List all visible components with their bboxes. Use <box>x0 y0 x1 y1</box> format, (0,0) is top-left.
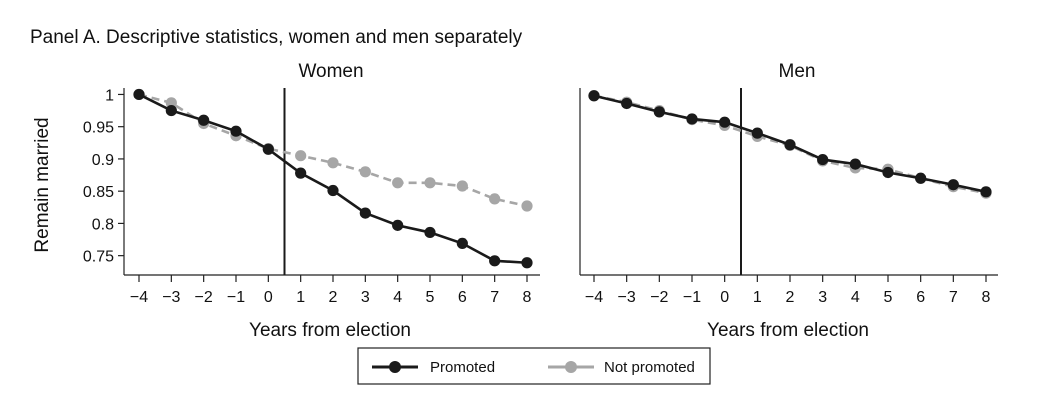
x-tick-label-women-1: −3 <box>162 289 180 306</box>
point-women-not-promoted-12 <box>521 200 533 212</box>
y-tick-label-women-4: 0.8 <box>92 216 114 233</box>
chart-title-men: Men <box>779 61 816 82</box>
point-men-promoted-4 <box>719 116 731 128</box>
point-women-promoted-6 <box>327 184 339 197</box>
legend-swatch-promoted-marker <box>389 361 401 373</box>
x-tick-label-men-9: 5 <box>884 289 893 306</box>
y-tick-label-women-5: 0.75 <box>83 249 114 266</box>
x-tick-label-men-5: 1 <box>753 289 762 306</box>
point-men-promoted-9 <box>882 166 894 179</box>
legend: Promoted Not promoted <box>357 347 711 385</box>
point-men-promoted-2 <box>653 106 665 118</box>
y-tick-label-women-3: 0.85 <box>83 184 114 201</box>
point-women-promoted-7 <box>359 207 371 219</box>
legend-label-promoted: Promoted <box>430 359 495 376</box>
x-tick-label-women-9: 5 <box>426 289 435 306</box>
point-women-promoted-12 <box>521 257 533 269</box>
y-tick-label-women-1: 0.95 <box>83 120 114 137</box>
y-tick-label-women-2: 0.9 <box>92 152 114 169</box>
x-tick-label-women-6: 2 <box>329 289 338 306</box>
legend-swatch-not-promoted-marker <box>565 361 577 373</box>
point-women-not-promoted-10 <box>456 180 468 192</box>
point-women-promoted-10 <box>456 237 468 250</box>
x-axis-label-women: Years from election <box>249 320 411 341</box>
point-men-promoted-8 <box>849 158 861 170</box>
point-women-promoted-9 <box>424 226 436 239</box>
point-men-promoted-10 <box>915 172 927 184</box>
x-tick-label-men-4: 0 <box>720 289 729 306</box>
point-women-promoted-11 <box>489 255 501 267</box>
x-tick-label-men-11: 7 <box>949 289 958 306</box>
chart-title-women: Women <box>298 61 363 82</box>
x-tick-label-women-8: 4 <box>393 289 402 306</box>
point-women-promoted-3 <box>230 125 242 137</box>
x-tick-label-women-11: 7 <box>490 289 499 306</box>
chart-men: Men Years from election −4 −3 −2 −1 0 1 2 3 4 5 6 7… <box>579 61 998 341</box>
point-women-not-promoted-9 <box>424 177 436 189</box>
point-women-promoted-1 <box>165 104 177 117</box>
x-tick-label-men-1: −3 <box>618 289 636 306</box>
point-men-promoted-7 <box>817 153 829 166</box>
x-tick-label-men-10: 6 <box>916 289 925 306</box>
x-tick-label-men-6: 2 <box>786 289 795 306</box>
point-women-not-promoted-6 <box>327 157 339 169</box>
x-tick-label-women-3: −1 <box>227 289 245 306</box>
y-tick-label-women-0: 1 <box>105 87 114 104</box>
point-women-promoted-5 <box>295 167 307 179</box>
point-men-promoted-6 <box>784 139 796 151</box>
point-men-promoted-11 <box>947 179 959 191</box>
point-women-not-promoted-7 <box>359 166 371 178</box>
x-tick-label-women-10: 6 <box>458 289 467 306</box>
point-men-promoted-5 <box>751 127 763 139</box>
x-tick-label-men-2: −2 <box>650 289 668 306</box>
point-women-promoted-2 <box>198 114 210 126</box>
legend-item-promoted: Promoted <box>372 359 495 376</box>
point-men-promoted-0 <box>588 90 600 102</box>
x-tick-label-women-4: 0 <box>264 289 273 306</box>
series-line-women-promoted <box>138 93 528 265</box>
point-men-promoted-12 <box>980 186 992 198</box>
x-tick-label-women-7: 3 <box>361 289 370 306</box>
x-tick-label-men-12: 8 <box>982 289 991 306</box>
chart-women: Women Remain married Years from election… <box>32 61 540 341</box>
point-women-not-promoted-11 <box>489 193 501 205</box>
x-tick-label-women-5: 1 <box>296 289 305 306</box>
point-women-not-promoted-8 <box>392 177 404 189</box>
legend-item-not-promoted: Not promoted <box>548 359 695 376</box>
point-women-promoted-0 <box>133 88 145 101</box>
x-tick-label-men-3: −1 <box>683 289 701 306</box>
point-men-promoted-3 <box>686 113 698 125</box>
point-women-promoted-4 <box>262 143 274 155</box>
x-tick-label-women-2: −2 <box>195 289 213 306</box>
point-women-not-promoted-1 <box>165 97 177 109</box>
y-axis-label-women: Remain married <box>32 117 53 252</box>
point-women-not-promoted-5 <box>295 150 307 162</box>
x-axis-label-men: Years from election <box>707 320 869 341</box>
x-tick-label-women-0: −4 <box>130 289 148 306</box>
x-tick-label-men-8: 4 <box>851 289 860 306</box>
panel-title: Panel A. Descriptive statistics, women a… <box>30 27 523 48</box>
x-tick-label-men-7: 3 <box>818 289 827 306</box>
x-tick-label-men-0: −4 <box>585 289 603 306</box>
point-men-promoted-1 <box>621 97 633 110</box>
legend-box <box>357 347 711 385</box>
legend-label-not-promoted: Not promoted <box>604 359 695 376</box>
point-women-promoted-8 <box>392 219 404 231</box>
x-tick-label-women-12: 8 <box>523 289 532 306</box>
